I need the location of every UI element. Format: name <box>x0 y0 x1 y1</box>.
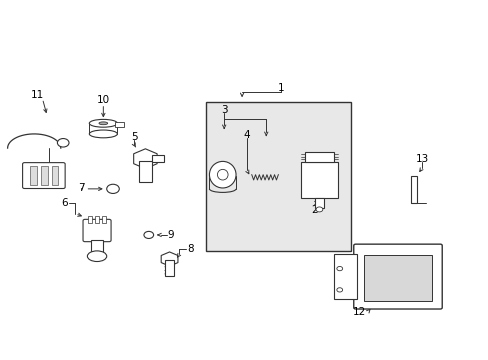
Ellipse shape <box>217 169 227 180</box>
Bar <box>164 260 174 276</box>
Bar <box>205 102 350 251</box>
Circle shape <box>336 266 342 271</box>
Ellipse shape <box>87 251 106 261</box>
Text: 10: 10 <box>97 95 110 105</box>
Text: 8: 8 <box>186 244 193 254</box>
Text: 5: 5 <box>131 132 137 143</box>
Ellipse shape <box>209 161 236 188</box>
Text: 12: 12 <box>352 307 366 317</box>
Bar <box>52 166 58 185</box>
Bar <box>41 166 48 185</box>
Bar <box>30 166 37 185</box>
Ellipse shape <box>99 122 107 125</box>
Bar <box>151 155 163 162</box>
Bar <box>410 176 416 203</box>
Text: 4: 4 <box>243 130 250 140</box>
Text: 3: 3 <box>221 105 227 115</box>
Bar <box>102 216 106 222</box>
FancyBboxPatch shape <box>83 219 111 242</box>
Text: 7: 7 <box>78 183 84 193</box>
Circle shape <box>57 139 69 147</box>
Text: 1: 1 <box>277 83 284 93</box>
Bar <box>305 152 333 162</box>
Circle shape <box>336 288 342 292</box>
Text: 6: 6 <box>61 198 68 208</box>
Circle shape <box>106 184 119 193</box>
Bar <box>314 198 324 208</box>
Bar <box>88 216 92 222</box>
Text: 11: 11 <box>31 90 44 100</box>
Ellipse shape <box>89 120 117 127</box>
FancyBboxPatch shape <box>22 163 65 189</box>
Text: 2: 2 <box>311 205 317 215</box>
Circle shape <box>315 207 322 212</box>
Bar <box>95 216 99 222</box>
Bar <box>364 255 431 301</box>
Text: 13: 13 <box>415 154 428 165</box>
Bar <box>91 240 102 255</box>
FancyBboxPatch shape <box>353 244 441 309</box>
Text: 9: 9 <box>167 230 174 240</box>
Bar <box>301 162 337 198</box>
Bar <box>115 122 124 127</box>
Bar <box>333 255 356 299</box>
Bar <box>139 161 151 182</box>
Ellipse shape <box>89 130 117 138</box>
Circle shape <box>143 231 153 238</box>
